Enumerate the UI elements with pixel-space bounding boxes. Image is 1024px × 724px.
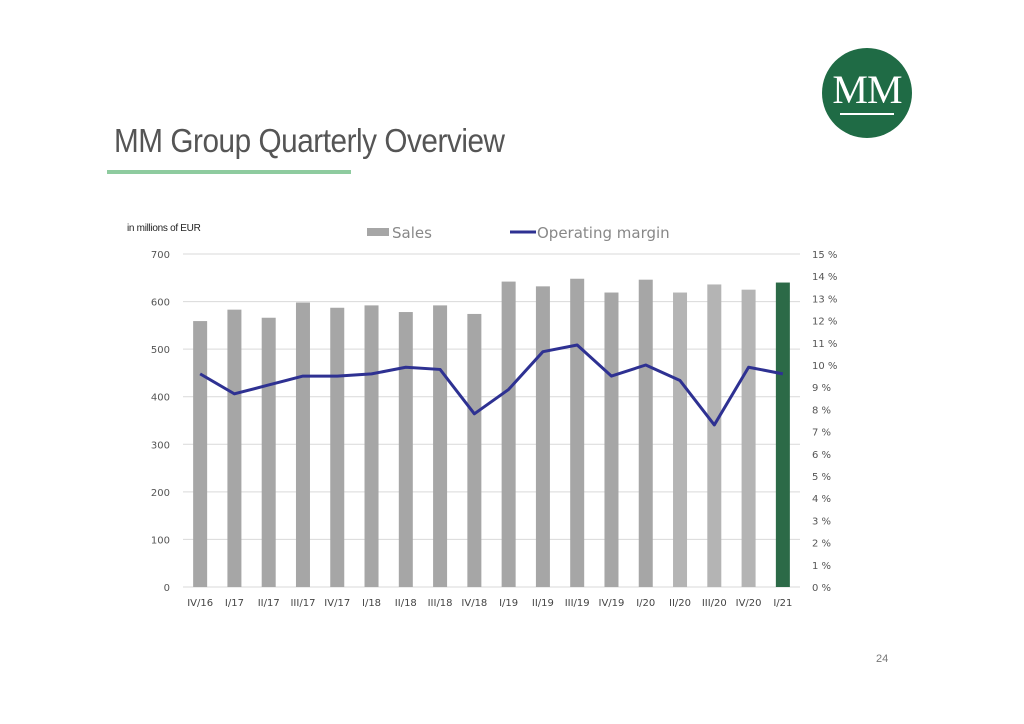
sales-bar: [775, 282, 790, 587]
left-tick-label: 400: [151, 393, 170, 404]
x-tick-label: I/17: [225, 598, 244, 609]
sales-bar: [193, 321, 208, 587]
left-tick-label: 200: [151, 488, 170, 499]
right-tick-label: 14 %: [812, 272, 837, 283]
right-tick-label: 0 %: [812, 583, 831, 594]
sales-bar: [535, 286, 550, 587]
x-tick-label: I/19: [499, 598, 518, 609]
right-tick-label: 13 %: [812, 294, 837, 305]
right-tick-label: 5 %: [812, 472, 831, 483]
legend-sales-label: Sales: [392, 224, 432, 242]
left-tick-label: 0: [164, 583, 170, 594]
page-number: 24: [876, 653, 889, 665]
right-tick-label: 11 %: [812, 339, 837, 350]
right-tick-label: 1 %: [812, 561, 831, 572]
x-tick-label: I/18: [362, 598, 381, 609]
right-tick-label: 7 %: [812, 428, 831, 439]
right-tick-label: 3 %: [812, 516, 831, 527]
sales-bar: [604, 292, 619, 587]
x-tick-label: III/20: [702, 598, 727, 609]
x-tick-label: III/17: [290, 598, 315, 609]
x-tick-label: IV/16: [187, 598, 213, 609]
x-tick-label: I/21: [773, 598, 792, 609]
title-underline: [107, 170, 351, 174]
left-tick-label: 500: [151, 345, 170, 356]
page-title: MM Group Quarterly Overview: [114, 122, 505, 159]
x-tick-label: II/17: [258, 598, 280, 609]
sales-bar: [707, 284, 722, 587]
sales-bar: [467, 313, 482, 587]
logo-text: MM: [832, 67, 902, 112]
sales-bar: [741, 289, 756, 587]
operating-margin-line: [199, 343, 784, 427]
sales-bar: [398, 312, 413, 587]
sales-bar: [364, 305, 379, 587]
mm-logo: MM: [822, 48, 912, 138]
sales-bar: [227, 309, 242, 587]
legend-margin-label: Operating margin: [537, 224, 670, 242]
sales-bar: [330, 307, 345, 587]
sales-bar: [673, 292, 688, 587]
left-tick-label: 700: [151, 250, 170, 261]
unit-label: in millions of EUR: [127, 223, 201, 234]
x-tick-label: IV/20: [736, 598, 762, 609]
sales-bar: [501, 281, 516, 587]
right-tick-label: 10 %: [812, 361, 837, 372]
x-tick-label: II/18: [395, 598, 417, 609]
left-tick-label: 300: [151, 440, 170, 451]
left-tick-label: 600: [151, 298, 170, 309]
sales-bar: [570, 278, 585, 587]
right-tick-label: 6 %: [812, 450, 831, 461]
right-tick-label: 4 %: [812, 494, 831, 505]
x-tick-label: IV/17: [324, 598, 350, 609]
x-tick-label: II/19: [532, 598, 554, 609]
sales-bar: [433, 305, 448, 587]
x-tick-label: II/20: [669, 598, 691, 609]
x-tick-label: III/18: [428, 598, 453, 609]
right-tick-label: 15 %: [812, 250, 837, 261]
x-tick-label: I/20: [636, 598, 655, 609]
sales-bar: [295, 302, 310, 587]
right-tick-label: 2 %: [812, 539, 831, 550]
x-tick-label: III/19: [565, 598, 590, 609]
right-tick-label: 12 %: [812, 317, 837, 328]
right-tick-label: 8 %: [812, 405, 831, 416]
legend-sales-swatch: [367, 228, 389, 236]
x-tick-label: IV/19: [599, 598, 625, 609]
left-tick-label: 100: [151, 535, 170, 546]
sales-bar: [638, 279, 653, 587]
right-tick-label: 9 %: [812, 383, 831, 394]
x-tick-label: IV/18: [461, 598, 487, 609]
sales-bar: [261, 317, 276, 587]
